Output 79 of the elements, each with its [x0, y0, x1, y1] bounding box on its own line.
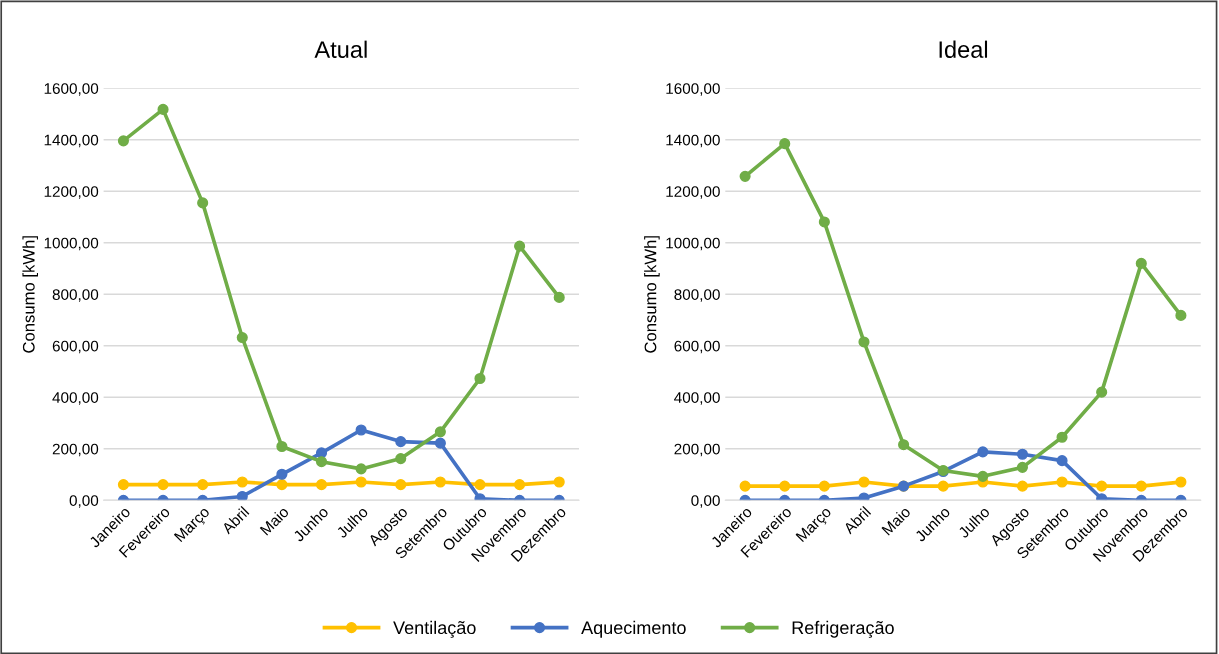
point [553, 476, 565, 488]
point [818, 480, 830, 492]
point [434, 437, 446, 449]
point [315, 479, 328, 491]
point [157, 103, 169, 115]
point [1175, 309, 1187, 321]
point [395, 479, 407, 491]
point [1056, 476, 1068, 488]
point [276, 479, 288, 491]
point [197, 479, 209, 491]
point [1096, 386, 1108, 398]
point [434, 476, 446, 488]
point [858, 492, 870, 501]
y-tick-label: 400,00 [674, 392, 720, 405]
point [355, 476, 367, 488]
point [739, 170, 751, 182]
point [355, 463, 367, 475]
point [434, 426, 446, 438]
point [1016, 461, 1028, 473]
legend-label: Ventilação [393, 620, 476, 638]
point [898, 439, 910, 451]
point [276, 440, 288, 453]
point [117, 479, 129, 491]
point [937, 480, 949, 492]
point [395, 436, 407, 448]
y-axis-title: Consumo [kWh] [22, 236, 38, 353]
point [1016, 448, 1028, 460]
point [1056, 455, 1068, 467]
point [779, 138, 791, 150]
point [474, 479, 486, 491]
y-tick-label: 0,00 [69, 495, 99, 508]
point [1096, 480, 1108, 492]
point [1016, 480, 1028, 492]
point [276, 468, 288, 480]
y-tick-label: 1400,00 [44, 134, 99, 148]
point [236, 490, 248, 501]
point [117, 135, 129, 147]
point [236, 476, 248, 488]
y-tick-label: 1600,00 [666, 83, 720, 96]
point [315, 456, 328, 468]
point [1175, 476, 1187, 488]
y-tick-label: 1600,00 [44, 83, 99, 96]
y-tick-label: 600,00 [674, 340, 720, 354]
point [858, 336, 870, 348]
point [779, 480, 791, 492]
point [157, 479, 169, 491]
y-tick-label: 400,00 [52, 392, 99, 405]
chart-title: Ideal [939, 40, 988, 58]
point [395, 453, 407, 465]
point [355, 424, 367, 436]
point [474, 372, 486, 385]
legend-label: Aquecimento [581, 620, 686, 638]
y-tick-label: 800,00 [674, 289, 720, 302]
point [739, 480, 751, 492]
y-tick-label: 200,00 [52, 443, 99, 457]
point [818, 216, 830, 228]
point [236, 332, 248, 344]
y-tick-label: 1000,00 [666, 237, 720, 251]
point [977, 470, 989, 482]
chart-title: Atual [314, 40, 367, 58]
point [858, 476, 870, 488]
point [1056, 431, 1068, 443]
legend-label: Refrigeração [792, 620, 894, 638]
point [1135, 257, 1147, 269]
point [1135, 480, 1147, 492]
point [553, 291, 565, 303]
point [197, 197, 209, 209]
point [977, 446, 989, 458]
y-axis-title: Consumo [kWh] [644, 236, 660, 353]
y-tick-label: 0,00 [691, 495, 720, 508]
y-tick-label: 1000,00 [44, 237, 99, 251]
y-tick-label: 200,00 [674, 443, 720, 457]
y-tick-label: 1200,00 [666, 186, 720, 199]
y-tick-label: 1200,00 [44, 186, 99, 199]
y-tick-label: 600,00 [52, 340, 99, 354]
point [514, 240, 526, 252]
point [514, 479, 526, 491]
y-tick-label: 1400,00 [666, 134, 720, 148]
y-tick-label: 800,00 [52, 289, 99, 302]
